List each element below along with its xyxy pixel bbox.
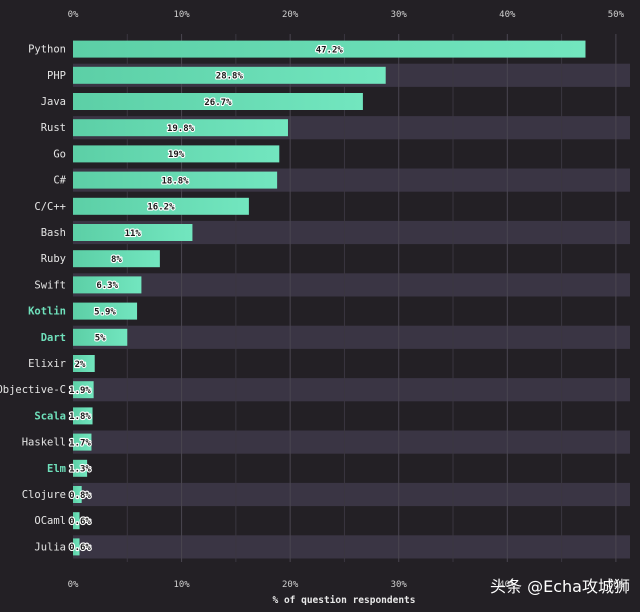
category-label: Haskell [22,437,66,449]
value-label: 5% [95,334,106,344]
bar-go [73,145,280,163]
category-label: C# [53,175,66,187]
value-label: 5.9% [94,307,116,317]
value-label: 47.2% [316,45,344,55]
x-tick-label-top: 50% [608,10,625,20]
value-label: 26.7% [204,98,232,108]
bar-elm [73,459,88,477]
x-tick-label-top: 30% [391,10,408,20]
value-label: 28.8% [216,72,244,82]
x-tick-label-bottom: 40% [499,580,516,590]
row-band [73,220,630,245]
bar-elixir [73,355,95,372]
bar-c- [73,171,278,189]
value-label: 2% [75,360,86,370]
bar-bash [73,224,193,241]
category-label: Kotlin [28,306,66,318]
category-label: Objective-C [0,384,66,396]
row-band [73,535,630,559]
category-label: Elixir [28,358,66,370]
x-tick-label-bottom: 0% [68,580,79,590]
category-label: Bash [41,227,66,239]
row-band [73,273,630,297]
bar-c-c- [73,197,249,215]
bar-haskell [73,433,92,451]
x-tick-label-bottom: 50% [608,580,625,590]
category-label: Julia [34,541,66,553]
value-label: 0.8% [69,491,91,501]
value-label: 18.8% [162,176,190,186]
category-label: OCaml [34,515,66,527]
value-label: 19% [168,150,185,160]
watermark-text: 头条 @Echa攻城狮 [490,577,630,596]
category-label: Rust [41,122,66,134]
category-label: Python [28,44,66,56]
category-label: Clojure [22,489,66,501]
value-label: 19.8% [167,124,195,134]
bar-ocaml [73,512,80,530]
bar-julia [73,538,80,556]
bar-ruby [73,250,160,268]
x-tick-label-bottom: 20% [282,580,299,590]
row-band [73,325,630,349]
category-label: Go [53,148,66,160]
bar-rust [73,119,288,137]
value-label: 1.9% [69,386,91,396]
x-axis-label: % of question respondents [273,595,416,606]
value-label: 1.3% [69,465,91,475]
category-label: PHP [47,70,66,82]
x-tick-label-top: 20% [282,10,299,20]
bar-python [73,40,586,58]
bar-clojure [73,486,82,503]
value-label: 1.7% [69,438,91,448]
value-label: 11% [125,229,142,239]
category-label: Java [41,96,66,108]
value-label: 1.8% [69,412,91,422]
row-band [73,482,630,507]
category-label: Elm [47,463,66,475]
value-label: 16.2% [147,203,175,213]
x-tick-label-bottom: 30% [391,580,408,590]
value-label: 8% [111,255,122,265]
x-tick-label-top: 10% [173,10,190,20]
category-label: Swift [34,279,66,291]
category-label: Dart [41,332,66,344]
value-label: 0.6% [69,517,91,527]
row-band [73,430,630,454]
bar-dart [73,328,128,346]
bar-java [73,93,363,110]
bar-scala [73,407,93,425]
x-tick-label-bottom: 10% [173,580,190,590]
value-label: 6.3% [96,281,118,291]
value-label: 0.6% [69,543,91,553]
category-label: Ruby [41,253,66,265]
category-label: Scala [34,410,66,422]
row-band [73,378,630,402]
bar-kotlin [73,302,138,320]
x-tick-label-top: 40% [499,10,516,20]
bar-swift [73,276,142,294]
category-label: C/C++ [34,201,66,213]
x-tick-label-top: 0% [68,10,79,20]
bar-php [73,66,386,84]
bar-objective-c [73,381,94,399]
